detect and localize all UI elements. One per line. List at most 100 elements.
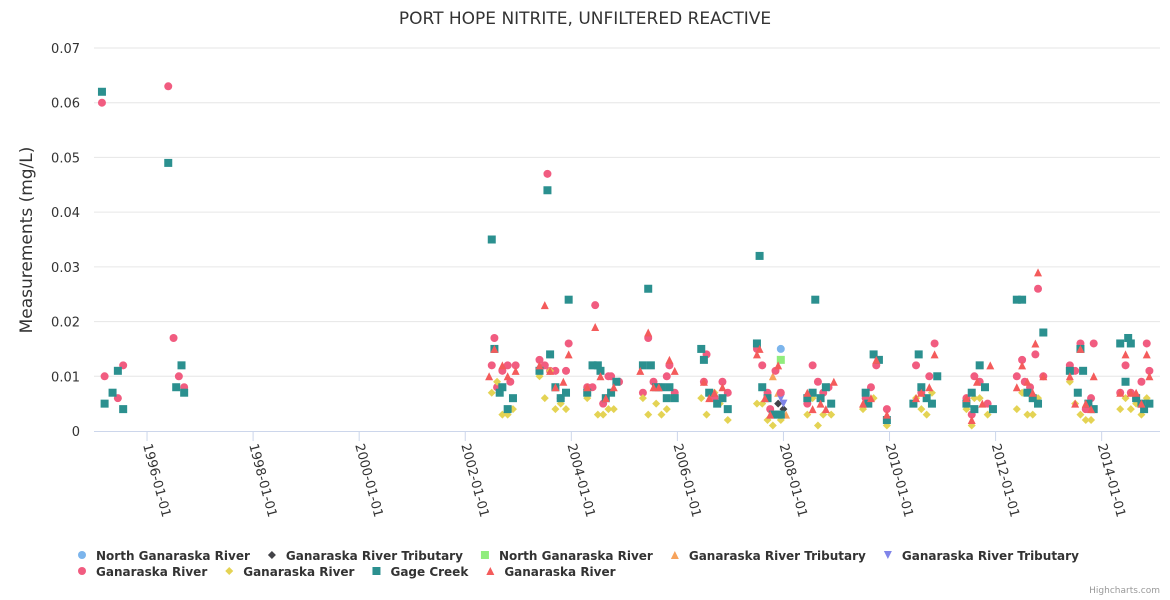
data-point[interactable] bbox=[922, 394, 931, 403]
data-point[interactable] bbox=[933, 372, 942, 381]
data-point[interactable] bbox=[498, 361, 507, 370]
data-point[interactable] bbox=[705, 394, 714, 403]
data-point[interactable] bbox=[1132, 394, 1141, 403]
data-point[interactable] bbox=[713, 399, 722, 408]
data-point[interactable] bbox=[758, 361, 767, 370]
data-point[interactable] bbox=[1012, 383, 1021, 392]
legend-symbol[interactable] bbox=[486, 567, 495, 575]
data-point[interactable] bbox=[927, 399, 936, 408]
data-point[interactable] bbox=[1018, 361, 1027, 370]
data-point[interactable] bbox=[644, 284, 653, 293]
data-point[interactable] bbox=[487, 235, 496, 244]
data-point[interactable] bbox=[752, 350, 761, 359]
data-point[interactable] bbox=[1079, 366, 1088, 375]
data-point[interactable] bbox=[511, 361, 520, 370]
data-point[interactable] bbox=[808, 405, 817, 414]
data-point[interactable] bbox=[1012, 372, 1021, 381]
data-point[interactable] bbox=[803, 388, 812, 397]
data-point[interactable] bbox=[986, 361, 995, 370]
data-point[interactable] bbox=[646, 361, 655, 370]
data-point[interactable] bbox=[882, 410, 891, 419]
data-point[interactable] bbox=[654, 383, 663, 392]
data-point[interactable] bbox=[723, 416, 732, 425]
data-point[interactable] bbox=[874, 355, 883, 364]
data-point[interactable] bbox=[644, 410, 653, 419]
data-point[interactable] bbox=[535, 355, 544, 364]
data-point[interactable] bbox=[821, 383, 830, 392]
data-point[interactable] bbox=[564, 295, 573, 304]
data-point[interactable] bbox=[710, 388, 719, 397]
data-point[interactable] bbox=[774, 361, 783, 370]
data-point[interactable] bbox=[1023, 377, 1032, 386]
data-point[interactable] bbox=[755, 251, 764, 260]
data-point[interactable] bbox=[490, 344, 499, 353]
data-point[interactable] bbox=[1076, 344, 1085, 353]
legend-symbol[interactable] bbox=[225, 567, 234, 575]
data-point[interactable] bbox=[962, 394, 971, 403]
data-point[interactable] bbox=[638, 388, 647, 397]
data-point[interactable] bbox=[1132, 388, 1141, 397]
data-point[interactable] bbox=[973, 377, 982, 386]
data-point[interactable] bbox=[535, 366, 544, 375]
data-point[interactable] bbox=[1087, 405, 1096, 414]
data-point[interactable] bbox=[697, 394, 706, 403]
data-point[interactable] bbox=[604, 405, 613, 414]
data-point[interactable] bbox=[882, 405, 891, 414]
data-point[interactable] bbox=[119, 405, 128, 414]
legend-symbol[interactable] bbox=[372, 567, 381, 575]
data-point[interactable] bbox=[808, 361, 817, 370]
data-point[interactable] bbox=[859, 399, 868, 408]
data-point[interactable] bbox=[768, 410, 777, 419]
data-point[interactable] bbox=[652, 399, 661, 408]
legend-symbol[interactable] bbox=[480, 551, 489, 559]
data-point[interactable] bbox=[1073, 388, 1082, 397]
data-point[interactable] bbox=[495, 388, 504, 397]
data-point[interactable] bbox=[1023, 388, 1032, 397]
data-point[interactable] bbox=[912, 394, 921, 403]
data-point[interactable] bbox=[174, 372, 183, 381]
data-point[interactable] bbox=[1018, 355, 1027, 364]
data-point[interactable] bbox=[540, 301, 549, 310]
data-point[interactable] bbox=[962, 399, 971, 408]
data-point[interactable] bbox=[652, 383, 661, 392]
data-point[interactable] bbox=[1084, 399, 1093, 408]
data-point[interactable] bbox=[1031, 339, 1040, 348]
data-point[interactable] bbox=[511, 366, 520, 375]
data-point[interactable] bbox=[564, 350, 573, 359]
data-point[interactable] bbox=[1145, 366, 1154, 375]
data-point[interactable] bbox=[599, 410, 608, 419]
data-point[interactable] bbox=[766, 410, 775, 419]
data-point[interactable] bbox=[699, 377, 708, 386]
data-point[interactable] bbox=[776, 344, 785, 353]
data-point[interactable] bbox=[591, 301, 600, 310]
data-point[interactable] bbox=[752, 339, 761, 348]
data-point[interactable] bbox=[779, 399, 788, 408]
legend-symbol[interactable] bbox=[883, 551, 892, 559]
data-point[interactable] bbox=[774, 399, 783, 408]
data-point[interactable] bbox=[1081, 399, 1090, 408]
data-point[interactable] bbox=[1145, 372, 1154, 381]
data-point[interactable] bbox=[97, 87, 106, 96]
data-point[interactable] bbox=[975, 394, 984, 403]
data-point[interactable] bbox=[607, 388, 616, 397]
data-point[interactable] bbox=[1116, 339, 1125, 348]
data-point[interactable] bbox=[1039, 328, 1048, 337]
data-point[interactable] bbox=[1126, 339, 1135, 348]
data-point[interactable] bbox=[665, 355, 674, 364]
data-point[interactable] bbox=[1012, 295, 1021, 304]
legend-item[interactable]: Gage Creek bbox=[372, 565, 469, 579]
data-point[interactable] bbox=[172, 383, 181, 392]
data-point[interactable] bbox=[813, 377, 822, 386]
data-point[interactable] bbox=[1071, 399, 1080, 408]
data-point[interactable] bbox=[638, 361, 647, 370]
data-point[interactable] bbox=[827, 399, 836, 408]
data-point[interactable] bbox=[596, 372, 605, 381]
data-point[interactable] bbox=[705, 388, 714, 397]
data-point[interactable] bbox=[498, 383, 507, 392]
data-point[interactable] bbox=[776, 410, 785, 419]
data-point[interactable] bbox=[1034, 399, 1043, 408]
data-point[interactable] bbox=[917, 405, 926, 414]
data-point[interactable] bbox=[596, 366, 605, 375]
data-point[interactable] bbox=[1023, 410, 1032, 419]
data-point[interactable] bbox=[1121, 377, 1130, 386]
